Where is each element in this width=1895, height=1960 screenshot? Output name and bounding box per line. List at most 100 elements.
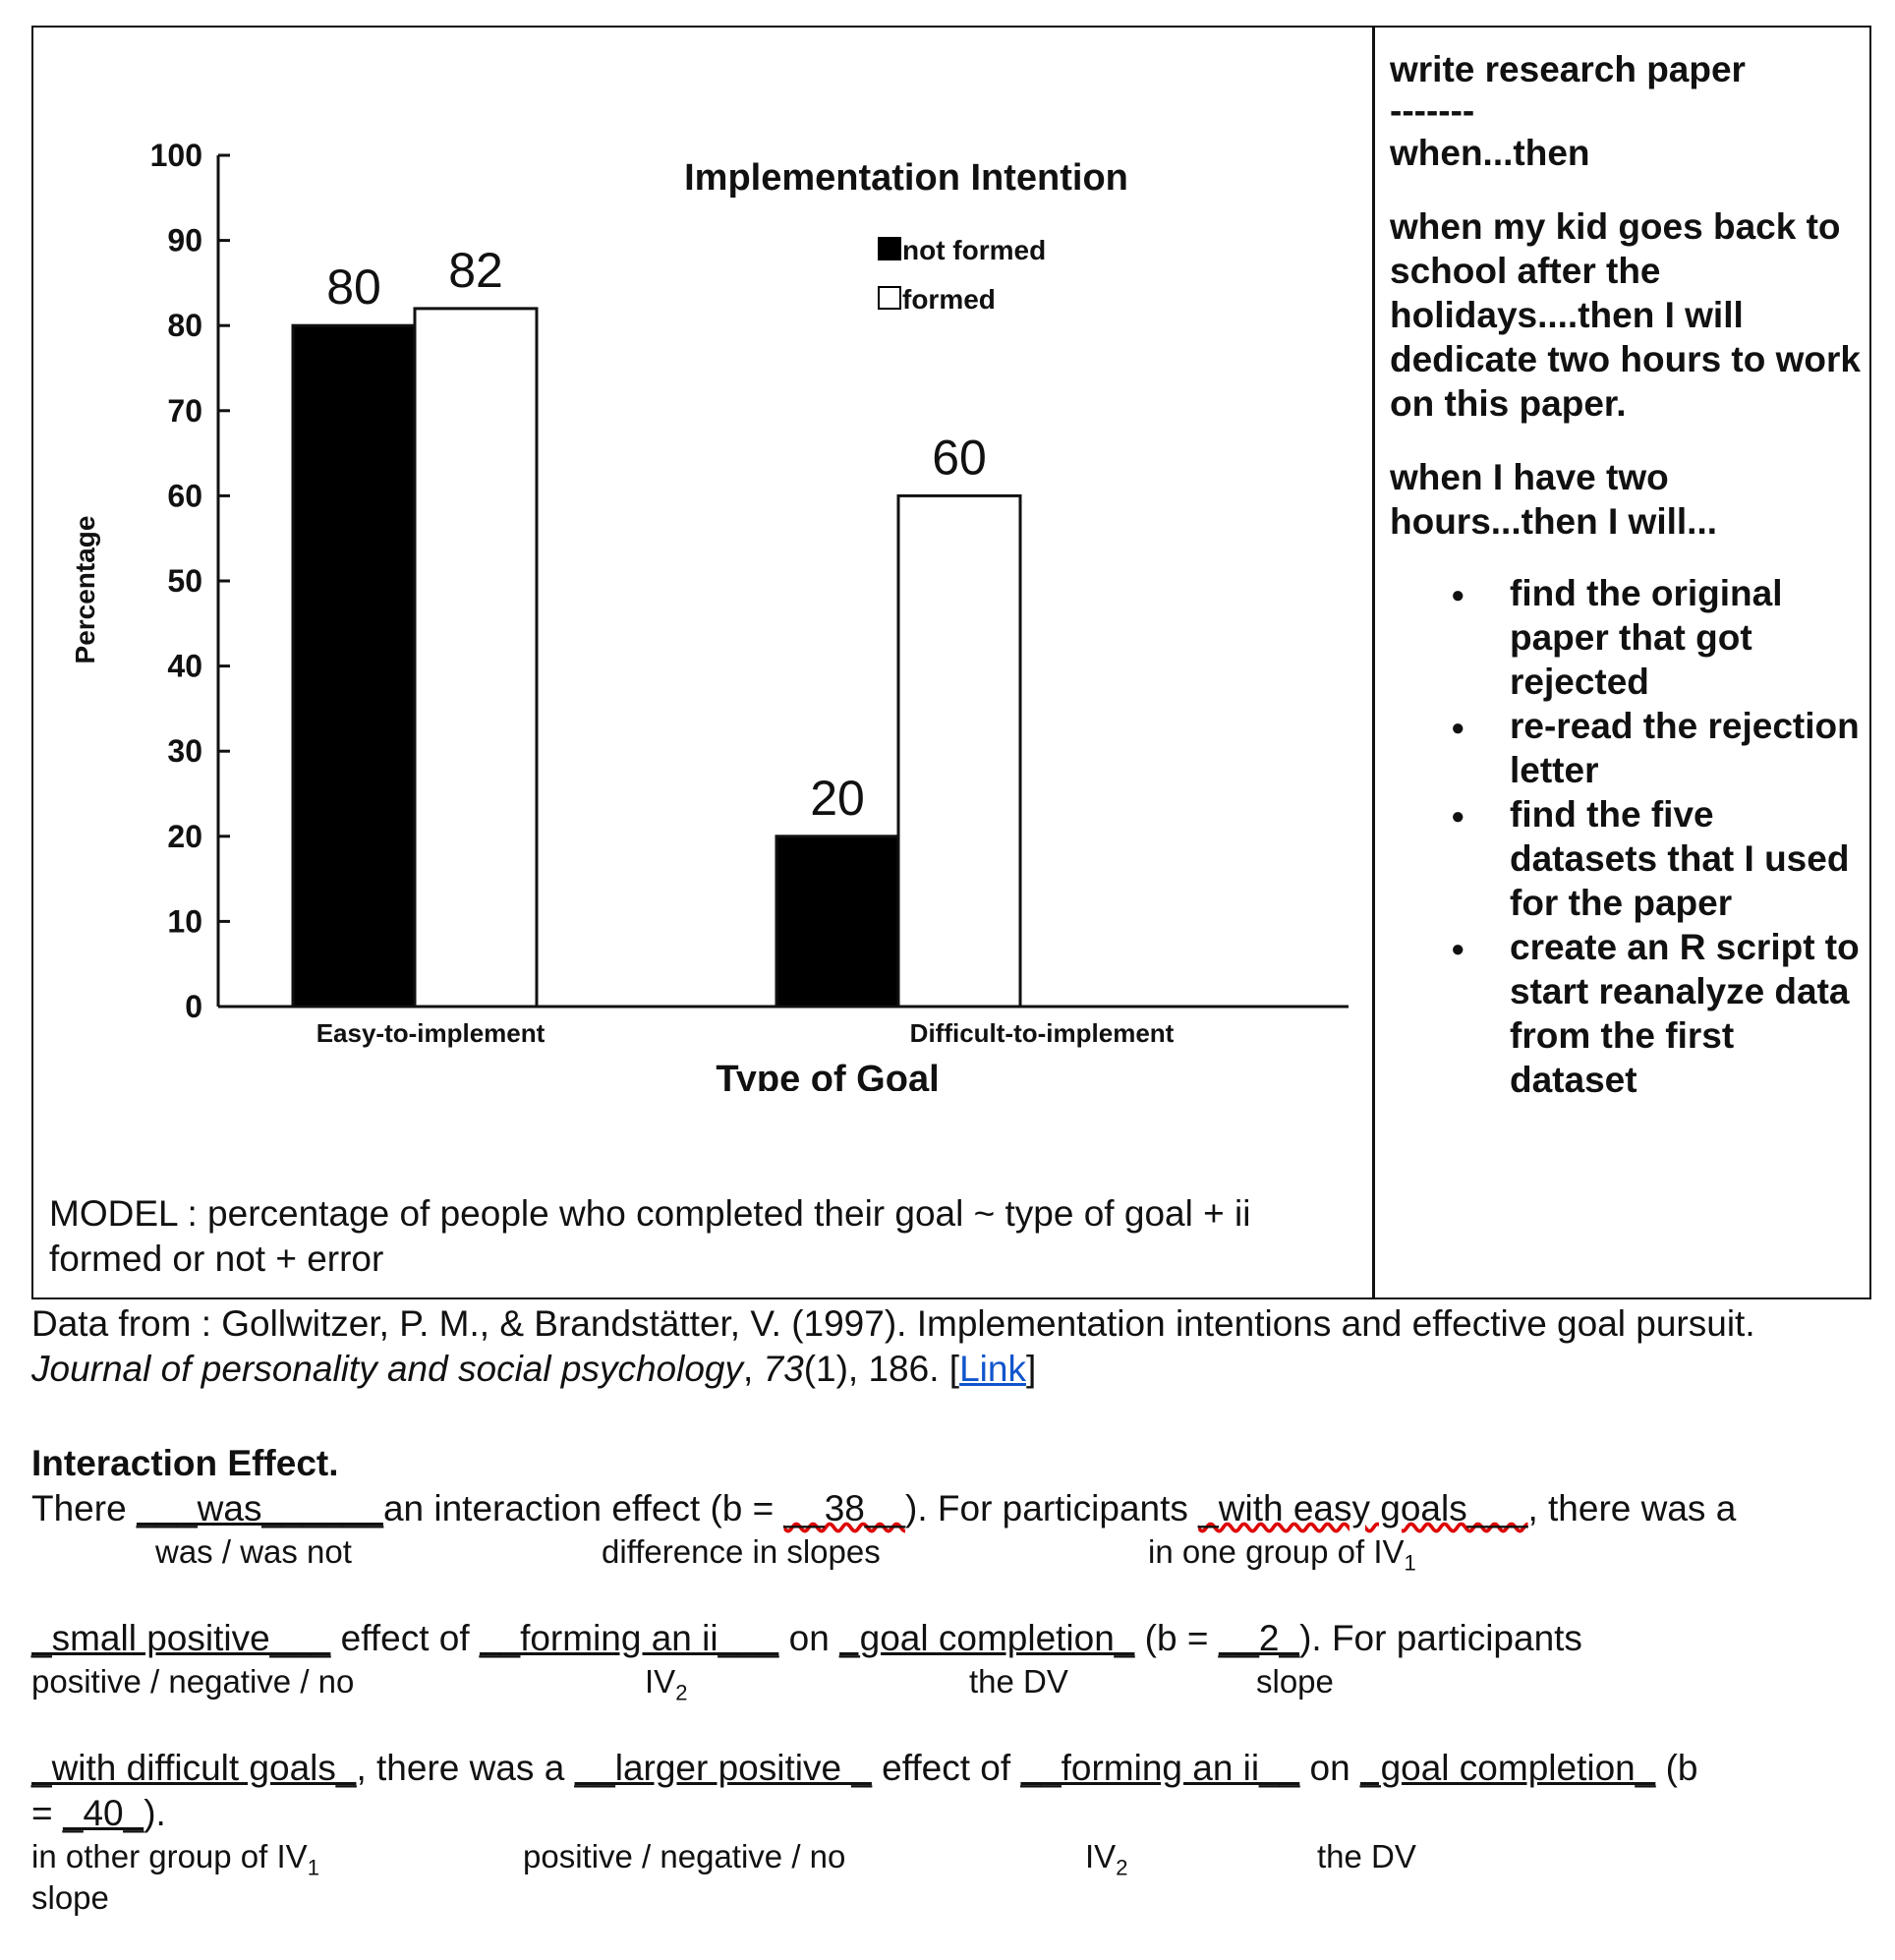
- legend: not formed formed: [878, 235, 1046, 315]
- hint-subscript: 1: [1404, 1550, 1416, 1576]
- bar-formed-0: [413, 307, 539, 1009]
- hint-subscript: 2: [1116, 1855, 1128, 1880]
- answer-difficult-goals[interactable]: _with difficult goals_: [31, 1748, 357, 1788]
- citation-link[interactable]: Link: [959, 1349, 1026, 1389]
- citation: Data from : Gollwitzer, P. M., & Brandst…: [31, 1301, 1860, 1392]
- citation-sep: ,: [742, 1349, 764, 1389]
- text-segment: (b =: [1134, 1618, 1219, 1658]
- bar-chart: 0 10 20 30 40 50 60 70 80 90 100 80 82 20 60 Implemen…: [70, 138, 1349, 1091]
- text-segment: an interaction effect (b =: [382, 1488, 784, 1528]
- data-label: 60: [932, 430, 987, 485]
- dash-separator: -------: [1390, 90, 1475, 131]
- fill-line-3: _with difficult goals_, there was a __la…: [31, 1748, 1698, 1789]
- list-item: re-read the rejection letter: [1390, 704, 1862, 792]
- x-tick-easy: Easy-to-implement: [316, 1018, 546, 1048]
- hint-subscript: 1: [307, 1855, 319, 1880]
- hint-text: IV: [1085, 1838, 1117, 1874]
- interaction-heading: Interaction Effect.: [31, 1443, 339, 1483]
- text-segment: effect of: [871, 1748, 1021, 1788]
- y-tick-label: 100: [150, 138, 202, 173]
- task-title: write research paper: [1390, 49, 1746, 89]
- fill-line-1: There ___was______an interaction effect …: [31, 1488, 1736, 1529]
- fill-line-4: = _40_).: [31, 1793, 166, 1834]
- citation-journal: Journal of personality and social psycho…: [31, 1349, 743, 1389]
- y-tick-label: 90: [167, 223, 202, 259]
- text-segment: ). For participants: [1299, 1618, 1582, 1658]
- y-tick-label: 0: [185, 989, 202, 1024]
- hint-iv2-2: IV2: [1085, 1838, 1127, 1881]
- y-tick-label: 10: [167, 903, 202, 939]
- answer-forming-ii[interactable]: __forming an ii___: [479, 1618, 779, 1658]
- spacer: [1390, 175, 1862, 204]
- list-item: find the five datasets that I used for t…: [1390, 792, 1862, 925]
- text-segment: There: [31, 1488, 137, 1528]
- text-segment: (b: [1655, 1748, 1698, 1788]
- hint-was-was-not: was / was not: [155, 1533, 352, 1570]
- answer-goal-completion-2[interactable]: _goal completion_: [1360, 1748, 1656, 1788]
- hint-subscript: 2: [675, 1680, 688, 1705]
- text-segment: on: [1299, 1748, 1360, 1788]
- spacer: [1390, 426, 1862, 455]
- bar-not-formed-0: [291, 323, 417, 1009]
- content-table: [31, 26, 1871, 1299]
- hint-diff-slopes: difference in slopes: [602, 1533, 881, 1570]
- answer-larger-positive[interactable]: __larger positive _: [574, 1748, 872, 1788]
- legend-label-formed: formed: [902, 284, 996, 315]
- answer-b-40[interactable]: _40_: [62, 1793, 144, 1833]
- hint-text: IV: [645, 1663, 676, 1700]
- fill-line-2: _small positive___ effect of __forming a…: [31, 1618, 1582, 1659]
- text-segment: =: [31, 1793, 63, 1833]
- hint-group-iv1: in one group of IV1: [1148, 1533, 1416, 1577]
- hint-pos-neg-no: positive / negative / no: [31, 1663, 355, 1700]
- text-segment: ). For participants: [905, 1488, 1199, 1528]
- y-tick-label: 20: [167, 819, 202, 854]
- task-list: find the original paper that got rejecte…: [1390, 571, 1862, 1102]
- citation-close: ]: [1025, 1349, 1037, 1389]
- hint-the-dv: the DV: [969, 1663, 1068, 1700]
- citation-rest: (1), 186. [: [803, 1349, 960, 1389]
- y-tick-label: 50: [167, 563, 202, 599]
- answer-b-38[interactable]: __38__: [783, 1488, 906, 1528]
- bar-formed-1: [896, 493, 1022, 1009]
- text-segment: , there was a: [1527, 1488, 1737, 1528]
- y-tick-label: 80: [167, 308, 202, 343]
- hint-text: in other group of IV: [31, 1838, 308, 1874]
- right-cell: write research paper ------- when...then…: [1390, 47, 1862, 1102]
- hint-other-group-iv1: in other group of IV1: [31, 1838, 319, 1881]
- citation-volume: 73: [763, 1349, 804, 1389]
- legend-label-not-formed: not formed: [902, 235, 1046, 265]
- data-label: 80: [326, 259, 381, 315]
- y-tick-label: 40: [167, 649, 202, 684]
- y-tick-label: 60: [167, 478, 202, 513]
- answer-small-positive[interactable]: _small positive___: [31, 1618, 331, 1658]
- legend-swatch-formed: [878, 286, 901, 310]
- answer-easy-goals[interactable]: _with easy goals___: [1198, 1488, 1528, 1528]
- hint-slope-2: slope: [31, 1879, 109, 1916]
- answer-goal-completion[interactable]: _goal completion_: [839, 1618, 1135, 1658]
- text-segment: effect of: [330, 1618, 480, 1658]
- text-segment: ).: [144, 1793, 166, 1833]
- answer-forming-ii-2[interactable]: __forming an ii__: [1020, 1748, 1300, 1788]
- y-tick-label: 70: [167, 393, 202, 429]
- x-axis-label: Type of Goal: [716, 1059, 939, 1091]
- hint-text: in one group of IV: [1148, 1533, 1405, 1570]
- y-tick-label: 30: [167, 733, 202, 769]
- answer-b-2[interactable]: __2_: [1218, 1618, 1300, 1658]
- data-label: 20: [810, 771, 865, 826]
- data-label: 82: [448, 243, 503, 298]
- plan-paragraph-2: when I have two hours...then I will...: [1390, 457, 1718, 542]
- hint-iv2: IV2: [645, 1663, 687, 1706]
- model-text: MODEL : percentage of people who complet…: [49, 1193, 1251, 1279]
- x-tick-difficult: Difficult-to-implement: [910, 1018, 1175, 1048]
- plan-paragraph-1: when my kid goes back to school after th…: [1390, 206, 1861, 424]
- legend-swatch-not-formed: [878, 237, 901, 260]
- chart-title: Implementation Intention: [684, 157, 1128, 199]
- answer-was[interactable]: ___was______: [136, 1488, 383, 1528]
- bar-not-formed-1: [775, 835, 900, 1009]
- y-axis-label: Percentage: [70, 516, 100, 664]
- text-segment: on: [778, 1618, 840, 1658]
- when-then-heading: when...then: [1390, 133, 1590, 173]
- hint-slope: slope: [1256, 1663, 1334, 1700]
- hint-the-dv-2: the DV: [1317, 1838, 1416, 1874]
- text-segment: , there was a: [356, 1748, 575, 1788]
